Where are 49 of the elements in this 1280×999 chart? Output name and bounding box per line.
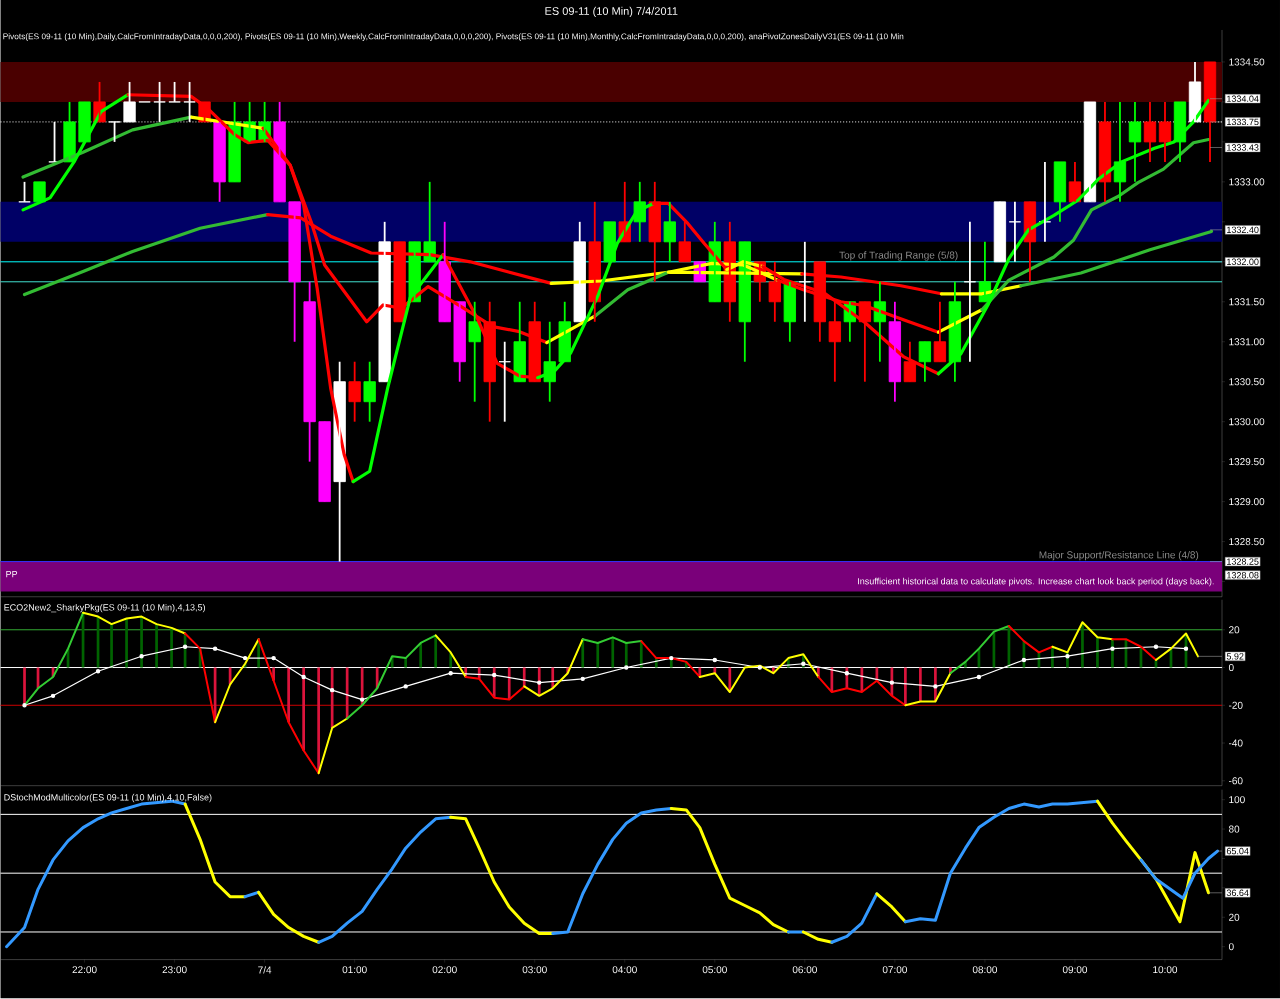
y-tick-label: 1329.00	[1229, 498, 1265, 506]
annotation: 1332.00	[1227, 258, 1259, 266]
y-tick-label: 80	[1228, 825, 1240, 833]
y-tick-label: 20	[1229, 913, 1240, 922]
x-tick-label: 10:00	[1153, 966, 1178, 974]
x-tick-label: 05:00	[702, 966, 727, 974]
x-tick-label: 7/4	[258, 966, 272, 974]
y-tick-label: -40	[1228, 739, 1243, 747]
chart-title: ES 09-11 (10 Min) 7/4/2011	[545, 7, 678, 18]
y-tick-label: 0	[1228, 943, 1234, 951]
y-tick-label: 1330.00	[1229, 418, 1265, 426]
x-tick-label: 01:00	[342, 966, 367, 974]
y-tick-label: 1333.00	[1229, 178, 1265, 186]
x-tick-label: 23:00	[162, 966, 187, 974]
chart-title: ECO2New2_SharkyPkg(ES 09-11 (10 Min),4,13,5)	[4, 604, 205, 613]
annotation: 1334.04	[1227, 95, 1259, 103]
x-tick-label: 02:00	[432, 966, 457, 974]
y-tick-label: 1328.50	[1229, 538, 1265, 546]
annotation: PP	[6, 571, 18, 578]
chart-subtitle: Pivots(ES 09-11 (10 Min),Daily,CalcFromIntradayData,0,0,0,200), Pivots(ES 09-11 (10 Min),Weekly,CalcFromIntradayData,0,0,0,200), Pivots(ES 09-11 (10 Min),Monthly,CalcFromIntradayData,0,0,0,200), anaPivotZonesDailyV31(ES 09-11 (10 Min	[3, 33, 904, 42]
annotation: 5.92	[1226, 653, 1244, 660]
annotation: 1333.75	[1227, 118, 1259, 126]
y-tick-label: 1329.50	[1229, 458, 1265, 466]
annotation: 1328.25	[1227, 558, 1259, 565]
annotation: 65.04	[1226, 848, 1249, 855]
x-tick-label: 22:00	[72, 966, 97, 974]
x-tick-label: 04:00	[612, 966, 637, 974]
y-tick-label: 1331.00	[1229, 338, 1265, 346]
x-tick-label: 06:00	[792, 966, 817, 974]
y-tick-label: 1334.50	[1229, 58, 1265, 66]
y-tick-label: -20	[1228, 701, 1243, 710]
annotation: 36.64	[1226, 889, 1249, 897]
annotation: 1333.43	[1227, 144, 1259, 151]
x-tick-label: 07:00	[882, 966, 907, 974]
y-tick-label: 1331.50	[1229, 298, 1265, 306]
y-tick-label: 100	[1229, 796, 1245, 804]
y-tick-label: 20	[1229, 626, 1240, 634]
ref-line-label: Top of Trading Range (5/8)	[839, 251, 958, 261]
annotation: 1332.40	[1227, 226, 1259, 234]
chart-title: DStochModMulticolor(ES 09-11 (10 Min),4,10,False)	[4, 794, 212, 803]
annotation: Insufficient historical data to calculate pivots. Increase chart look back period (days back).	[858, 578, 1214, 587]
y-tick-label: 1330.50	[1229, 378, 1265, 386]
text: 1328.08	[1227, 572, 1259, 579]
y-tick-label: -60	[1228, 777, 1243, 785]
x-tick-label: 08:00	[972, 966, 998, 974]
x-tick-label: 09:00	[1062, 966, 1088, 974]
ref-line-label: Major Support/Resistance Line (4/8)	[1039, 551, 1199, 561]
y-tick-label: 0	[1228, 664, 1234, 672]
x-tick-label: 03:00	[522, 966, 547, 974]
